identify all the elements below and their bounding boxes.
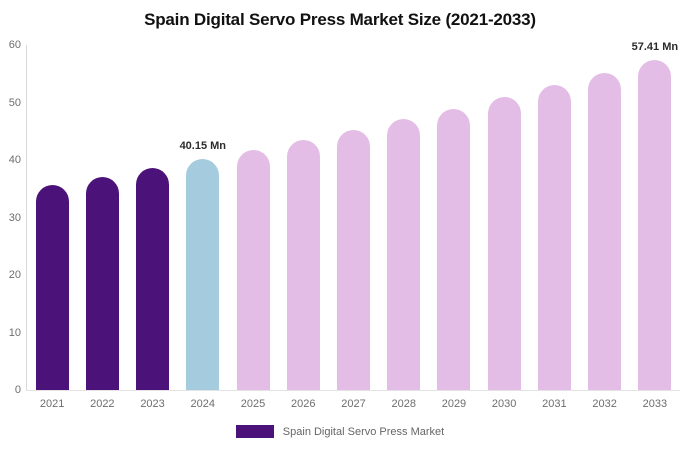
bar-2022 xyxy=(85,176,119,390)
x-tick-label: 2027 xyxy=(341,398,366,410)
bar-value-label: 57.41 Mn xyxy=(631,40,679,53)
x-tick-label: 2024 xyxy=(190,398,216,410)
bar-2025 xyxy=(236,149,270,390)
x-tick-label: 2029 xyxy=(441,398,467,410)
y-tick-label: 10 xyxy=(8,326,21,339)
x-tick-label: 2028 xyxy=(391,398,416,410)
y-tick-label: 60 xyxy=(8,39,21,51)
y-axis-line xyxy=(26,45,27,391)
bar-2031 xyxy=(537,85,571,390)
x-tick-label: 2030 xyxy=(491,398,517,410)
bar-2028 xyxy=(387,119,421,390)
x-tick-label: 2021 xyxy=(39,398,65,410)
bar-2033 xyxy=(638,59,672,390)
y-tick-label: 40 xyxy=(8,154,21,166)
y-tick-label: 0 xyxy=(14,384,21,396)
x-tick-label: 2033 xyxy=(642,398,668,410)
plot-area: 40.15 Mn 57.41 Mn xyxy=(27,41,680,390)
x-tick-label: 2031 xyxy=(542,398,567,410)
chart-title: Spain Digital Servo Press Market Size (2… xyxy=(144,10,536,29)
x-axis-line xyxy=(26,390,680,391)
legend-label: Spain Digital Servo Press Market xyxy=(282,425,445,438)
bar-2026 xyxy=(286,140,320,390)
legend-swatch xyxy=(235,425,274,438)
y-tick-label: 50 xyxy=(8,96,21,109)
bar-2030 xyxy=(487,97,521,390)
bar-2027 xyxy=(337,130,370,390)
y-tick-label: 20 xyxy=(8,269,21,281)
bar-2029 xyxy=(437,108,471,390)
x-tick-label: 2022 xyxy=(90,398,115,410)
bar-2024 xyxy=(186,159,220,390)
x-tick-label: 2026 xyxy=(291,398,316,410)
bar-2023 xyxy=(136,168,170,390)
x-tick-label: 2032 xyxy=(592,398,617,410)
bar-value-label: 40.15 Mn xyxy=(179,140,227,153)
x-tick-label: 2025 xyxy=(240,398,266,410)
bar-2032 xyxy=(588,72,622,390)
x-tick-label: 2023 xyxy=(140,398,165,410)
y-tick-label: 30 xyxy=(8,211,21,224)
bar-2021 xyxy=(35,184,69,390)
legend: Spain Digital Servo Press Market xyxy=(0,425,680,438)
